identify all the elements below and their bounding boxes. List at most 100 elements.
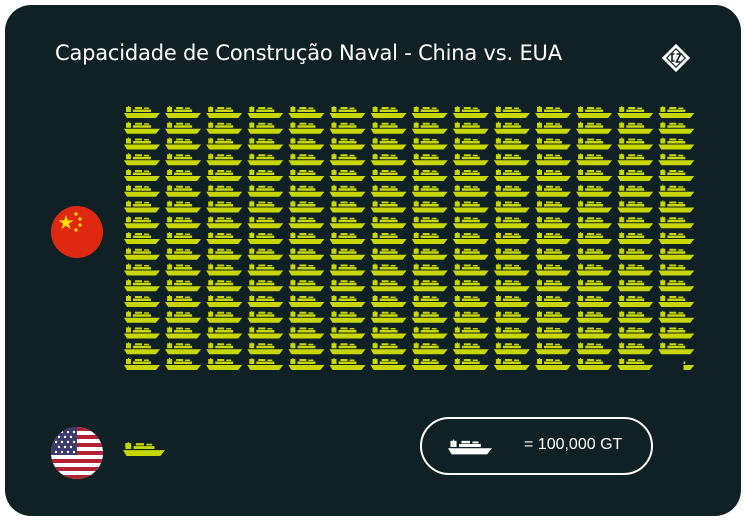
ship-icon [617, 137, 654, 150]
ship-icon [448, 439, 492, 455]
ship-icon [535, 216, 571, 229]
ship-icon [370, 310, 407, 323]
ship-icon [124, 169, 160, 181]
ship-icon [206, 153, 243, 166]
ship-icon [617, 342, 654, 355]
ship-icon [247, 169, 284, 181]
ship-icon [165, 263, 202, 276]
ship-icon [411, 263, 448, 276]
ship-icon [124, 279, 160, 292]
ship-icon [658, 153, 695, 166]
ship-icon [165, 169, 202, 181]
ship-icon [411, 326, 448, 339]
ship-icon [493, 184, 530, 197]
ship-icon [165, 295, 202, 307]
ship-icon [247, 358, 284, 370]
ship-icon [452, 137, 489, 150]
ship-icon [411, 121, 448, 134]
ship-icon [206, 200, 243, 213]
ship-icon [165, 279, 202, 292]
ship-icon [329, 137, 366, 150]
ship-icon [206, 247, 243, 260]
ship-icon [411, 310, 448, 323]
ship-icon [493, 310, 530, 323]
legend-unit-label: = 100,000 GT [524, 436, 623, 453]
ship-icon [165, 247, 202, 260]
ship-icon [370, 184, 407, 197]
ship-icon [288, 121, 325, 134]
ship-icon [658, 295, 695, 307]
ship-icon [617, 295, 654, 307]
ship-icon [288, 137, 325, 150]
ship-icon [206, 358, 243, 370]
ship-icon [493, 326, 530, 339]
ship-icon [411, 342, 448, 355]
ship-icon [452, 169, 489, 181]
ship-icon [370, 153, 407, 166]
ship-icon [124, 295, 160, 307]
legend-ship-icon [448, 439, 492, 455]
ship-icon [124, 247, 160, 260]
ship-icon [329, 106, 366, 118]
ship-icon [452, 295, 489, 307]
ship-icon [576, 216, 613, 229]
ship-icon [411, 295, 448, 307]
ship-icon [576, 310, 613, 323]
ship-icon [658, 342, 695, 355]
ship-icon [247, 247, 284, 260]
ship-icon [576, 121, 613, 134]
ship-icon [576, 247, 613, 260]
ship-icon [535, 169, 571, 181]
ship-icon [206, 216, 243, 229]
ship-icon [493, 200, 530, 213]
ship-icon [576, 358, 613, 370]
ship-icon [576, 137, 613, 150]
ship-icon [247, 295, 284, 307]
ship-icon [329, 342, 366, 355]
ship-icon [247, 106, 284, 118]
ship-icon [411, 200, 448, 213]
ship-icon [658, 137, 695, 150]
ship-icon [329, 200, 366, 213]
ship-icon [206, 310, 243, 323]
ship-icon [370, 358, 407, 370]
ship-icon [411, 279, 448, 292]
ship-icon [617, 106, 654, 118]
ship-icon [617, 184, 654, 197]
ship-icon [288, 263, 325, 276]
ship-icon [165, 216, 202, 229]
ship-icon [535, 153, 571, 166]
ship-icon [247, 279, 284, 292]
ship-icon [288, 200, 325, 213]
ship-icon [535, 358, 571, 370]
ship-icon [247, 232, 284, 244]
ship-icon [288, 169, 325, 181]
ship-icon [493, 342, 530, 355]
ship-icon [617, 247, 654, 260]
ship-icon [165, 232, 202, 244]
ship-icon [165, 184, 202, 197]
ship-icon [124, 153, 160, 166]
ship-icon [288, 358, 325, 370]
ship-icon [124, 326, 160, 339]
chart-card: Capacidade de Construção Naval - China v… [5, 5, 741, 516]
ship-icon [617, 232, 654, 244]
ship-icon [206, 263, 243, 276]
ship-icon [206, 106, 243, 118]
ship-icon [493, 216, 530, 229]
ship-icon [576, 295, 613, 307]
ship-icon [124, 106, 160, 118]
ship-icon [658, 121, 695, 134]
ship-icon [165, 121, 202, 134]
ship-icon [206, 137, 243, 150]
ship-icon [658, 169, 695, 181]
china-ship-pictograph [124, 106, 695, 370]
ship-icon [493, 169, 530, 181]
ship-icon [535, 310, 571, 323]
ship-icon [247, 310, 284, 323]
ship-icon [535, 137, 571, 150]
ship-icon [329, 326, 366, 339]
ship-icon [165, 326, 202, 339]
ship-icon [535, 106, 571, 118]
ship-icon [493, 358, 530, 370]
